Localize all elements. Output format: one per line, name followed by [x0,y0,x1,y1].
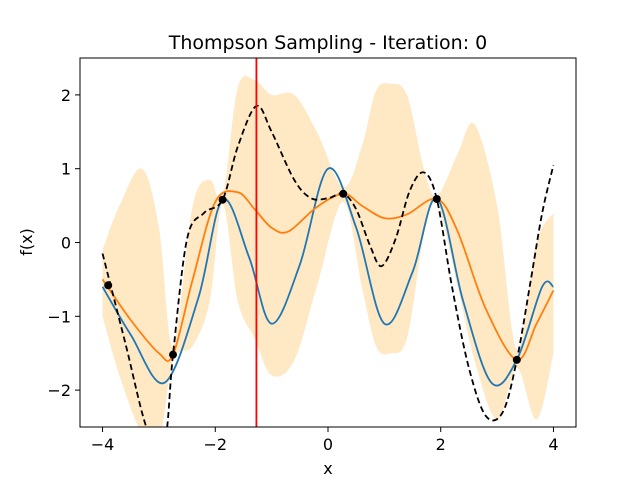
x-tick-label: 2 [436,435,446,454]
y-tick-label: 2 [61,86,71,105]
x-tick-label: −4 [91,435,115,454]
confidence-band [102,76,554,427]
y-axis: −2 −1 0 1 2 [47,86,80,400]
chart-title: Thompson Sampling - Iteration: 0 [168,32,487,54]
plot-area [101,58,555,427]
observation-point [432,194,441,203]
y-tick-label: 0 [61,234,71,253]
true-function-line [101,167,554,387]
observation-point [218,195,227,204]
observation-points [104,189,521,364]
observation-point [169,350,177,359]
observation-point [339,189,348,198]
x-tick-label: 0 [323,435,333,454]
posterior-mean-line [101,190,555,363]
y-tick-label: −1 [47,307,71,326]
x-axis: −4 −2 0 2 4 [91,427,559,454]
y-axis-label: f(x) [17,228,36,256]
y-tick-label: −2 [47,381,71,400]
observation-point [104,281,113,290]
x-tick-label: 4 [548,435,558,454]
y-tick-label: 1 [61,160,71,179]
x-axis-label: x [323,459,332,478]
posterior-sample-line [101,104,555,427]
observation-point [512,355,521,364]
x-tick-label: −2 [203,435,227,454]
